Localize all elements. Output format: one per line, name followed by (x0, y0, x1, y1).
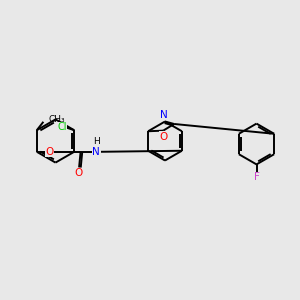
Text: O: O (45, 147, 53, 157)
Text: CH₃: CH₃ (49, 115, 65, 124)
Text: N: N (92, 147, 100, 157)
Text: O: O (75, 168, 83, 178)
Text: Cl: Cl (58, 122, 67, 132)
Text: H: H (93, 137, 100, 146)
Text: F: F (254, 172, 260, 182)
Text: N: N (160, 110, 168, 120)
Text: O: O (160, 132, 168, 142)
